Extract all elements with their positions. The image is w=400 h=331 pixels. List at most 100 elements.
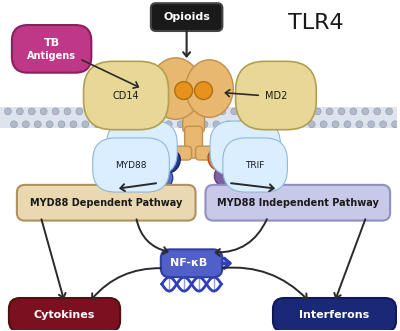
Ellipse shape [150, 58, 202, 119]
FancyBboxPatch shape [273, 298, 396, 331]
Circle shape [344, 121, 351, 128]
Circle shape [207, 108, 214, 115]
Circle shape [278, 108, 285, 115]
FancyBboxPatch shape [185, 126, 202, 158]
Circle shape [16, 108, 23, 115]
FancyBboxPatch shape [196, 146, 227, 160]
Circle shape [148, 108, 154, 115]
FancyBboxPatch shape [183, 99, 204, 132]
Circle shape [219, 108, 226, 115]
Text: MYD88 Independent Pathway: MYD88 Independent Pathway [217, 198, 379, 208]
Circle shape [100, 108, 107, 115]
Circle shape [284, 121, 291, 128]
Circle shape [106, 121, 113, 128]
Circle shape [130, 121, 136, 128]
FancyBboxPatch shape [9, 298, 120, 331]
Circle shape [314, 108, 321, 115]
Circle shape [189, 121, 196, 128]
Circle shape [10, 121, 17, 128]
Circle shape [260, 121, 268, 128]
Circle shape [76, 108, 83, 115]
FancyBboxPatch shape [206, 185, 390, 220]
Circle shape [165, 121, 172, 128]
Circle shape [58, 121, 65, 128]
Circle shape [392, 121, 398, 128]
Circle shape [40, 108, 47, 115]
Circle shape [332, 121, 339, 128]
Circle shape [368, 121, 375, 128]
Circle shape [272, 121, 280, 128]
Circle shape [231, 108, 238, 115]
Circle shape [112, 108, 119, 115]
Ellipse shape [208, 150, 223, 170]
Text: TRAM: TRAM [233, 144, 258, 153]
Circle shape [374, 108, 381, 115]
Ellipse shape [163, 152, 180, 172]
Circle shape [237, 121, 244, 128]
Circle shape [290, 108, 297, 115]
Circle shape [266, 108, 274, 115]
Circle shape [338, 108, 345, 115]
Text: TRIF: TRIF [246, 161, 265, 169]
Circle shape [195, 108, 202, 115]
Circle shape [159, 108, 166, 115]
Text: NF-κB: NF-κB [170, 258, 207, 268]
Circle shape [70, 121, 77, 128]
Ellipse shape [155, 168, 173, 188]
Text: Interferons: Interferons [300, 310, 370, 320]
Text: TLR4: TLR4 [288, 13, 344, 33]
Circle shape [249, 121, 256, 128]
Circle shape [386, 108, 392, 115]
Circle shape [183, 108, 190, 115]
Circle shape [308, 121, 315, 128]
Text: TB: TB [44, 38, 60, 48]
Text: Opioids: Opioids [163, 12, 210, 22]
Circle shape [22, 121, 29, 128]
Circle shape [118, 121, 124, 128]
Circle shape [28, 108, 35, 115]
Circle shape [296, 121, 303, 128]
Circle shape [88, 108, 95, 115]
Circle shape [255, 108, 262, 115]
Text: Cytokines: Cytokines [34, 310, 95, 320]
Circle shape [4, 108, 12, 115]
Ellipse shape [214, 166, 232, 186]
Circle shape [34, 121, 41, 128]
Text: Antigens: Antigens [27, 51, 76, 61]
Circle shape [326, 108, 333, 115]
Circle shape [243, 108, 250, 115]
Circle shape [177, 121, 184, 128]
FancyBboxPatch shape [151, 3, 222, 31]
Circle shape [142, 121, 148, 128]
Circle shape [225, 121, 232, 128]
Bar [0, 108, 397, 128]
Text: TIRAP: TIRAP [129, 144, 155, 153]
FancyBboxPatch shape [160, 146, 192, 160]
Circle shape [82, 121, 89, 128]
Circle shape [52, 108, 59, 115]
Text: MYD88: MYD88 [115, 161, 147, 169]
FancyBboxPatch shape [12, 25, 91, 73]
Circle shape [320, 121, 327, 128]
Text: MYD88 Dependent Pathway: MYD88 Dependent Pathway [30, 198, 182, 208]
Circle shape [46, 121, 53, 128]
Circle shape [153, 121, 160, 128]
Text: MD2: MD2 [265, 90, 287, 101]
Circle shape [350, 108, 357, 115]
Circle shape [380, 121, 387, 128]
FancyBboxPatch shape [17, 185, 196, 220]
Ellipse shape [186, 60, 233, 118]
Circle shape [194, 82, 212, 100]
Text: CD14: CD14 [113, 90, 139, 101]
Circle shape [362, 108, 369, 115]
Circle shape [64, 108, 71, 115]
Ellipse shape [143, 76, 165, 106]
Circle shape [302, 108, 309, 115]
Circle shape [356, 121, 363, 128]
Circle shape [213, 121, 220, 128]
Circle shape [124, 108, 130, 115]
Circle shape [171, 108, 178, 115]
Circle shape [136, 108, 142, 115]
FancyBboxPatch shape [161, 249, 222, 277]
Circle shape [175, 82, 192, 100]
